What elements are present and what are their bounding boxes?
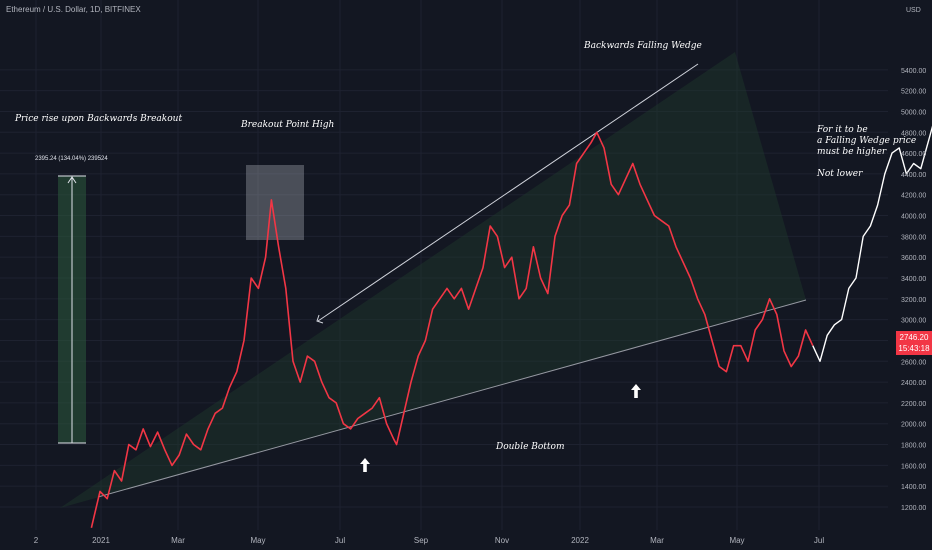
resistance-arrowhead bbox=[316, 314, 324, 324]
y-tick-label: 4200.00 bbox=[901, 193, 926, 200]
price-line-history bbox=[90, 131, 814, 528]
annotation-double-bottom[interactable]: Double Bottom bbox=[496, 442, 565, 452]
wedge-fill bbox=[60, 52, 806, 508]
currency-label: USD bbox=[906, 7, 921, 14]
x-tick-label: Jul bbox=[814, 536, 824, 545]
y-tick-label: 1800.00 bbox=[901, 443, 926, 450]
y-tick-label: 4600.00 bbox=[901, 151, 926, 158]
measurement-label: 2395.24 (134.04%) 239524 bbox=[35, 156, 108, 162]
x-tick-label: Nov bbox=[495, 536, 509, 545]
x-tick-label: Jul bbox=[335, 536, 345, 545]
y-tick-label: 2400.00 bbox=[901, 380, 926, 387]
x-tick-label: Mar bbox=[650, 536, 664, 545]
y-tick-label: 4800.00 bbox=[901, 130, 926, 137]
grid-lines bbox=[0, 0, 888, 530]
x-tick-label: 2 bbox=[34, 536, 39, 545]
x-tick-label: May bbox=[250, 536, 265, 545]
y-tick-label: 5000.00 bbox=[901, 109, 926, 116]
symbol-title: Ethereum / U.S. Dollar, 1D, BITFINEX bbox=[6, 5, 141, 14]
annotation-breakout-point[interactable]: Breakout Point High bbox=[241, 120, 335, 130]
x-tick-label: May bbox=[729, 536, 744, 545]
last-price-value: 2746.20 bbox=[899, 333, 929, 342]
measurement-arrowhead bbox=[67, 176, 77, 184]
annotation-wedge-note[interactable]: For it to be a Falling Wedge price must … bbox=[817, 125, 917, 179]
x-axis[interactable]: 2 2021 Mar May Jul Sep Nov 2022 Mar May Jul bbox=[34, 536, 825, 545]
y-tick-label: 2200.00 bbox=[901, 401, 926, 408]
bar-countdown: 15:43:18 bbox=[898, 344, 930, 353]
y-tick-label: 2000.00 bbox=[901, 422, 926, 429]
x-tick-label: 2022 bbox=[571, 536, 589, 545]
resistance-trendline[interactable] bbox=[317, 63, 699, 322]
up-arrow-icon bbox=[631, 384, 641, 398]
y-axis[interactable]: 5400.00 5200.00 5000.00 4800.00 4600.00 4400.… bbox=[901, 68, 926, 512]
up-arrow-icon bbox=[360, 458, 370, 472]
y-tick-label: 1600.00 bbox=[901, 463, 926, 470]
y-tick-label: 1400.00 bbox=[901, 484, 926, 491]
y-tick-label: 3000.00 bbox=[901, 318, 926, 325]
breakout-zone bbox=[246, 165, 304, 240]
annotation-backwards-wedge[interactable]: Backwards Falling Wedge bbox=[584, 41, 702, 51]
last-price-badge: 2746.20 15:43:18 bbox=[896, 331, 932, 355]
y-tick-label: 3800.00 bbox=[901, 234, 926, 241]
y-tick-label: 2600.00 bbox=[901, 359, 926, 366]
y-tick-label: 4400.00 bbox=[901, 172, 926, 179]
y-tick-label: 3200.00 bbox=[901, 297, 926, 304]
y-tick-label: 5200.00 bbox=[901, 89, 926, 96]
y-tick-label: 3600.00 bbox=[901, 255, 926, 262]
x-tick-label: Sep bbox=[414, 536, 429, 545]
annotation-price-rise[interactable]: Price rise upon Backwards Breakout bbox=[15, 114, 183, 124]
price-line-projection bbox=[812, 125, 932, 362]
x-tick-label: Mar bbox=[171, 536, 185, 545]
y-tick-label: 4000.00 bbox=[901, 214, 926, 221]
x-tick-label: 2021 bbox=[92, 536, 110, 545]
y-tick-label: 3400.00 bbox=[901, 276, 926, 283]
support-trendline[interactable] bbox=[97, 299, 807, 498]
y-tick-label: 5400.00 bbox=[901, 68, 926, 75]
y-tick-label: 1200.00 bbox=[901, 505, 926, 512]
